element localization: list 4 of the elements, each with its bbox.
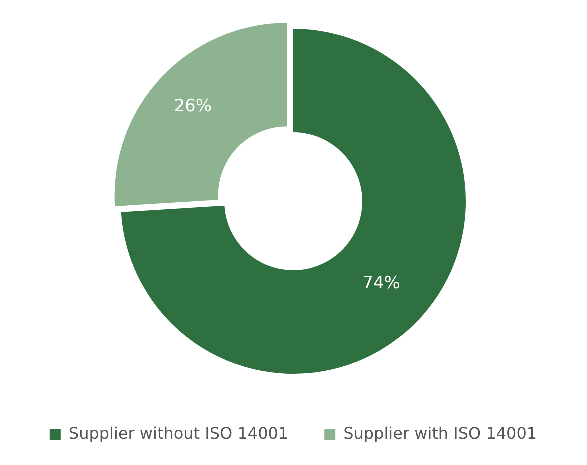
legend-label: Supplier with ISO 14001 (344, 424, 538, 444)
data-label: 74% (362, 274, 400, 294)
data-label: 26% (174, 96, 212, 117)
legend-label: Supplier without ISO 14001 (68, 424, 289, 444)
